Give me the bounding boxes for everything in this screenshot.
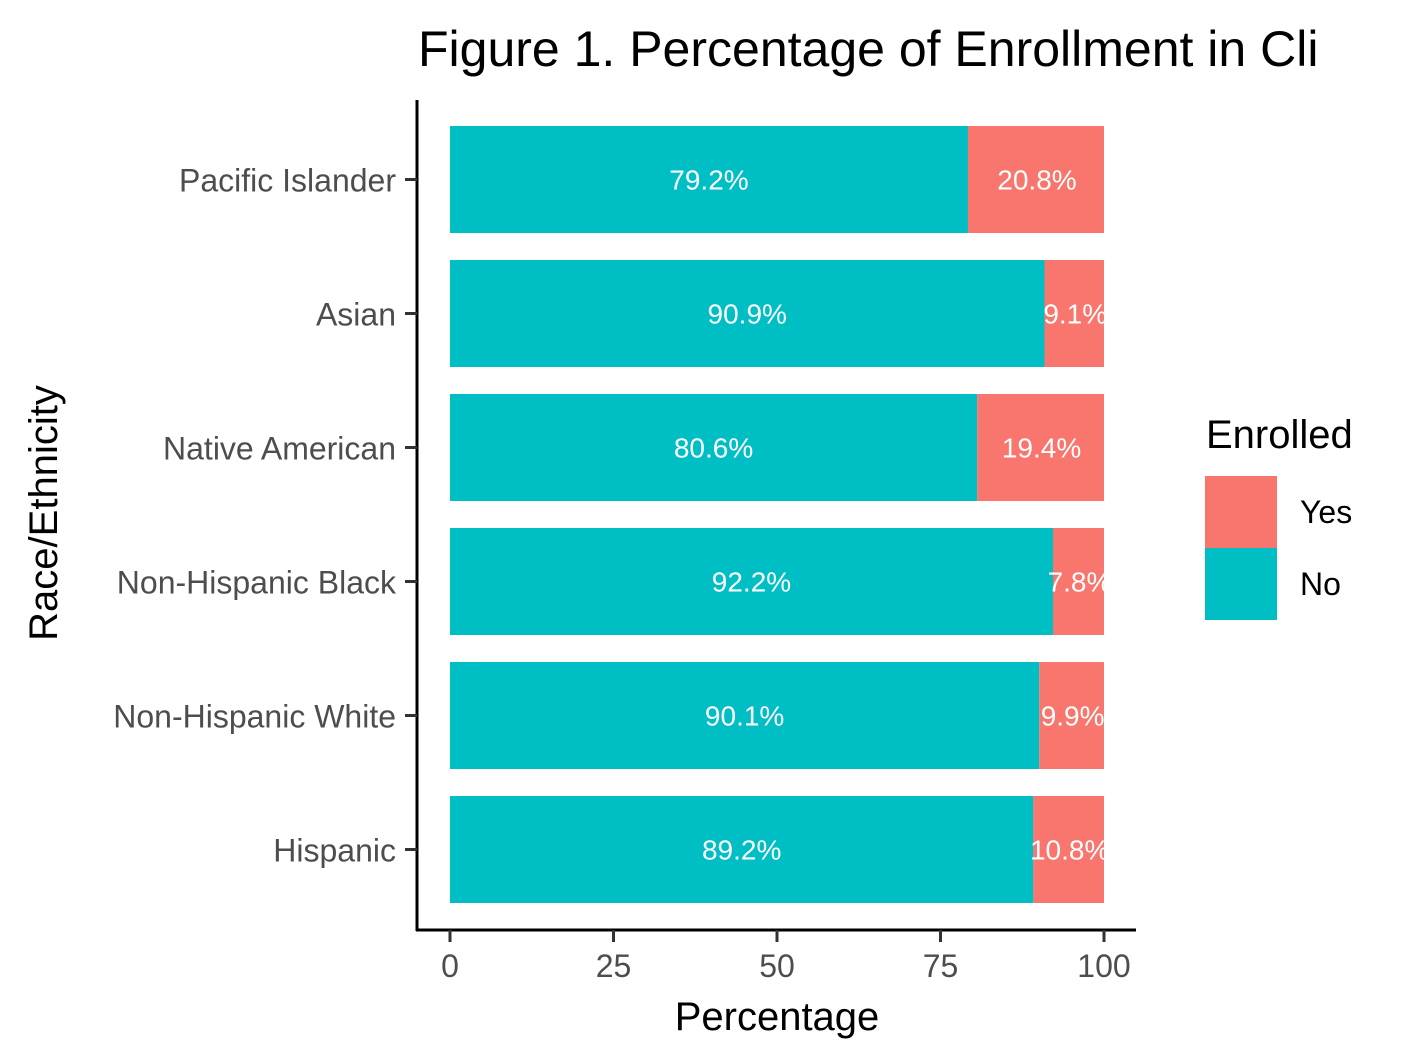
bar-label-yes: 10.8% bbox=[1030, 835, 1109, 866]
bar-label-yes: 9.9% bbox=[1041, 701, 1105, 732]
x-tick-label: 0 bbox=[441, 948, 459, 984]
bar-label-no: 80.6% bbox=[674, 433, 753, 464]
bar-no bbox=[450, 662, 1040, 769]
y-tick-label: Non-Hispanic White bbox=[113, 699, 396, 735]
x-tick-label: 75 bbox=[923, 948, 959, 984]
bar-label-no: 90.9% bbox=[708, 299, 787, 330]
bar-no bbox=[450, 126, 968, 233]
bar-no bbox=[450, 394, 978, 501]
bar-yes bbox=[1039, 662, 1104, 769]
bar-yes bbox=[1033, 796, 1104, 903]
bar-label-yes: 7.8% bbox=[1048, 567, 1112, 598]
x-tick-label: 25 bbox=[596, 948, 632, 984]
x-axis-ticks: 0 25 50 75 100 bbox=[441, 930, 1131, 984]
y-tick-label: Non-Hispanic Black bbox=[117, 565, 397, 601]
x-axis-title: Percentage bbox=[675, 995, 880, 1039]
legend-label-yes: Yes bbox=[1300, 494, 1352, 530]
y-tick-label: Native American bbox=[163, 431, 396, 467]
bar-no bbox=[450, 528, 1053, 635]
bar-label-no: 90.1% bbox=[705, 701, 784, 732]
y-axis-ticks: Pacific Islander Asian Native American Non-… bbox=[113, 163, 417, 869]
legend: Enrolled Yes No bbox=[1205, 413, 1353, 620]
bar-yes bbox=[977, 394, 1104, 501]
x-tick-label: 50 bbox=[759, 948, 795, 984]
y-tick-label: Pacific Islander bbox=[179, 163, 396, 199]
bar-no bbox=[450, 796, 1034, 903]
bar-yes bbox=[1052, 528, 1104, 635]
bar-no bbox=[450, 260, 1045, 367]
bar-label-yes: 19.4% bbox=[1002, 433, 1081, 464]
legend-title: Enrolled bbox=[1206, 413, 1353, 457]
chart-title: Figure 1. Percentage of Enrollment in Cl… bbox=[418, 21, 1318, 77]
bar-label-yes: 20.8% bbox=[997, 165, 1076, 196]
bar-label-yes: 9.1% bbox=[1043, 299, 1107, 330]
legend-swatch-yes bbox=[1205, 476, 1277, 548]
bar-label-no: 79.2% bbox=[669, 165, 748, 196]
y-axis-title: Race/Ethnicity bbox=[22, 385, 66, 641]
plot-area: 79.2% 20.8% 90.9% 9.1% 80.6% 19.4% 92.2% 7.8% 90… bbox=[450, 126, 1111, 903]
bar-yes bbox=[967, 126, 1104, 233]
legend-label-no: No bbox=[1300, 566, 1341, 602]
bar-label-no: 92.2% bbox=[712, 567, 791, 598]
bar-yes bbox=[1044, 260, 1104, 367]
legend-swatch-no bbox=[1205, 548, 1277, 620]
y-tick-label: Hispanic bbox=[273, 833, 396, 869]
y-tick-label: Asian bbox=[316, 297, 396, 333]
bar-label-no: 89.2% bbox=[702, 835, 781, 866]
x-tick-label: 100 bbox=[1077, 948, 1130, 984]
